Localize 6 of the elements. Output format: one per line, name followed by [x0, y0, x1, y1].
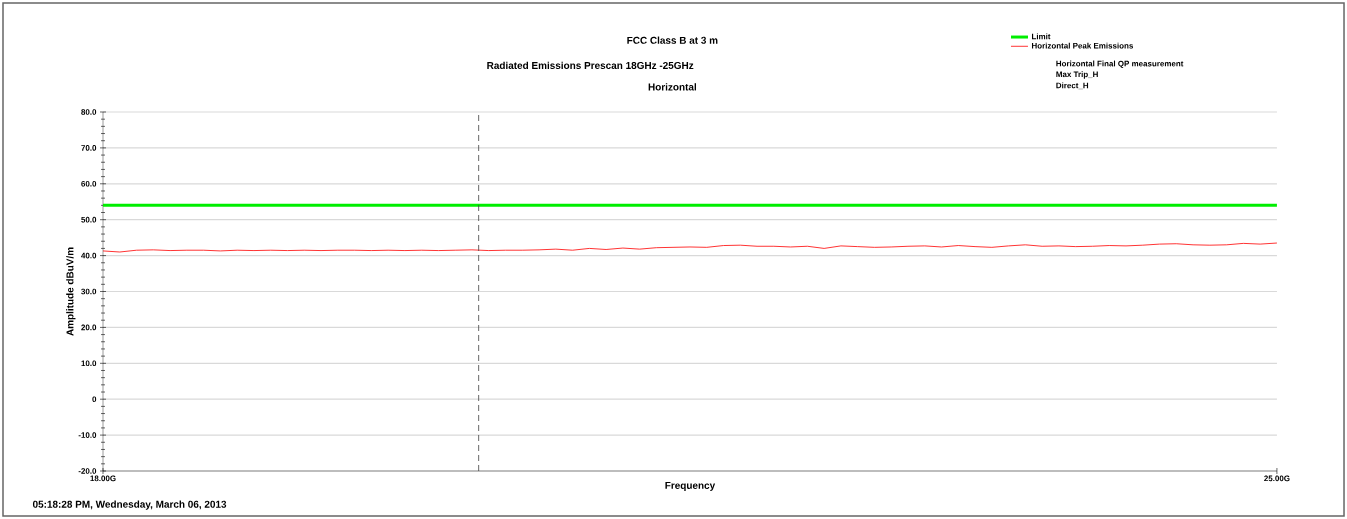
text: 05:18:28 PM, Wednesday, March 06, 2013: [32, 500, 227, 510]
y-axis-title: Amplitude dBuV/m: [66, 247, 76, 336]
text: Horizontal: [648, 83, 696, 91]
x-axis-title: Frequency: [665, 482, 716, 491]
chart-subtitle: Radiated Emissions Prescan 18GHz -25GHz: [487, 61, 694, 69]
chart-title: FCC Class B at 3 m: [627, 36, 718, 44]
